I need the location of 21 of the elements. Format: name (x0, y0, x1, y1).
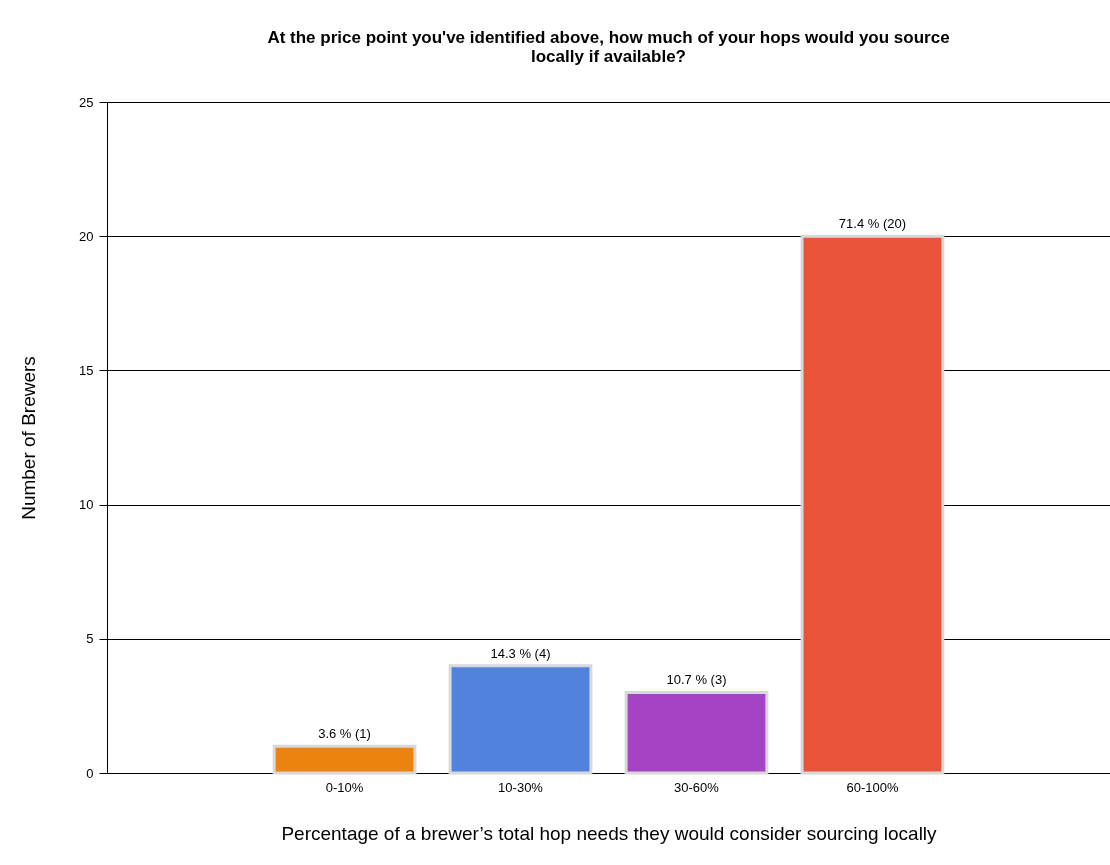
bar (800, 234, 945, 775)
x-tick-label: 60-100% (846, 779, 899, 795)
y-tick-label: 15 (79, 362, 94, 378)
data-label: 10.7 % (3) (666, 672, 727, 688)
x-tick-label: 10-30% (498, 779, 544, 795)
data-label: 3.6 % (1) (318, 726, 371, 742)
bar (272, 744, 417, 775)
y-tick-label: 5 (86, 631, 94, 647)
chart-title: At the price point you've identified above, how much of your hops would you source locally if available? (267, 28, 950, 66)
bar (448, 664, 593, 775)
y-tick-label: 25 (79, 94, 94, 110)
x-tick-label: 30-60% (674, 779, 720, 795)
data-label: 14.3 % (4) (490, 645, 551, 661)
y-tick-label: 10 (79, 497, 94, 513)
y-axis-title: Number of Brewers (18, 356, 40, 520)
y-tick-label: 20 (79, 228, 94, 244)
bar (624, 690, 769, 775)
data-label: 71.4 % (20) (838, 216, 907, 232)
x-tick-label: 0-10% (325, 779, 364, 795)
y-tick-label: 0 (86, 765, 94, 781)
x-axis-title: Percentage of a brewer’s total hop needs they would consider sourcing locally (281, 822, 938, 844)
